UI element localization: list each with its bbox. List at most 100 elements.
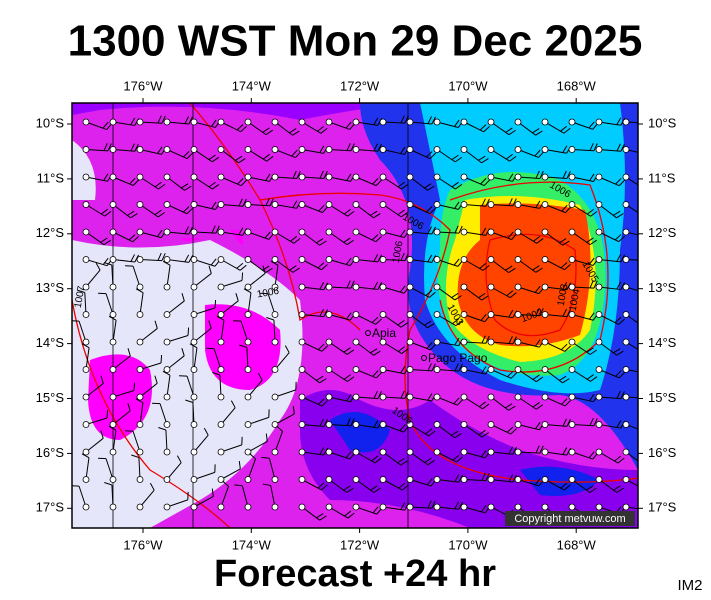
barb-feather [454,156,463,163]
barb-shaft [159,403,168,425]
field-blue [330,412,600,496]
barb-feather [589,239,597,246]
wind-barb [136,201,166,218]
barb-feather [451,430,459,436]
barb-feather [236,124,244,131]
barb-station [514,421,522,428]
barb-station [271,421,279,428]
barb-feather [319,308,324,317]
barb-feather [458,501,463,510]
wind-barb [325,118,356,130]
barb-feather [284,345,290,353]
barb-feather [508,474,514,482]
barb-station [136,476,144,483]
barb-station [298,366,306,373]
wind-barb [622,503,638,511]
barb-feather [399,285,406,293]
barb-feather [216,315,225,321]
barb-feather [478,401,486,408]
barb-station [487,338,495,346]
barb-shaft [139,402,144,425]
barb-station [460,421,468,428]
barb-station [487,256,495,263]
barb-feather [616,117,622,125]
wind-barb [460,146,489,164]
barb-station [487,118,495,126]
barb-station [163,146,171,153]
barb-station [433,256,441,263]
barb-shaft [132,265,141,288]
wind-barb [379,338,409,355]
barb-station [298,393,306,401]
isobar-label: 1004 [568,288,583,312]
barb-station [109,476,117,483]
wind-barb [541,118,571,134]
wind-barb [460,256,490,271]
barb-station [406,283,414,291]
barb-feather [618,179,626,187]
barb-feather [588,312,595,320]
barb-shaft [192,402,195,425]
wind-barb [406,146,437,160]
barb-feather [401,348,409,354]
barb-station [622,311,630,318]
barb-feather [586,237,594,243]
wind-barb [433,501,463,511]
lat-label: 16°S [36,445,65,460]
wind-barb [135,288,144,318]
wind-barb [298,338,329,352]
wind-barb [622,173,638,186]
barb-station [568,173,576,181]
barb-shaft [247,379,263,398]
wind-barb [190,265,212,291]
barb-feather [184,116,189,124]
wind-barb [298,393,329,407]
barb-station [541,201,549,208]
barb-feather [343,485,351,491]
barb-station [622,366,630,373]
barb-station [379,201,387,208]
barb-station [406,201,414,208]
wind-barb [406,448,435,466]
barb-station [163,256,171,263]
barb-feather [373,350,381,356]
barb-station [541,256,549,263]
wind-barb [136,252,166,263]
wind-barb [217,146,246,164]
barb-feather [562,447,568,455]
barb-station [622,448,630,456]
barb-feather [593,280,598,289]
barb-feather [265,267,273,274]
wind-barb [406,338,437,351]
barb-feather [181,183,189,189]
wind-barb [190,464,216,483]
barb-feather [100,375,104,384]
barb-shaft [85,417,108,425]
barb-feather [321,400,329,407]
wind-barb [261,456,279,483]
barb-feather [535,339,541,347]
barb-feather [478,155,486,161]
barb-feather [428,430,436,437]
barb-feather [108,315,117,321]
wind-barb [352,503,383,515]
wind-barb [266,317,279,346]
map: 1006 1006 1006 1007 1006 1006 1003 1002 … [72,103,638,528]
barb-shaft [85,269,101,288]
barb-station [217,173,225,181]
wind-barb [568,228,597,246]
wind-barb [379,502,410,511]
barb-shaft [193,471,215,480]
wind-barb [212,372,225,401]
wind-barb [271,170,301,181]
copyright: Copyright metvuw.com [514,513,625,525]
barb-station [163,338,171,346]
barb-station [325,228,333,236]
barb-feather [208,181,216,188]
barb-station [595,311,603,318]
lat-label: 13°S [648,280,677,295]
wind-barb [98,292,117,318]
barb-station [514,173,522,181]
barb-feather [404,115,409,124]
barb-station [406,338,414,346]
